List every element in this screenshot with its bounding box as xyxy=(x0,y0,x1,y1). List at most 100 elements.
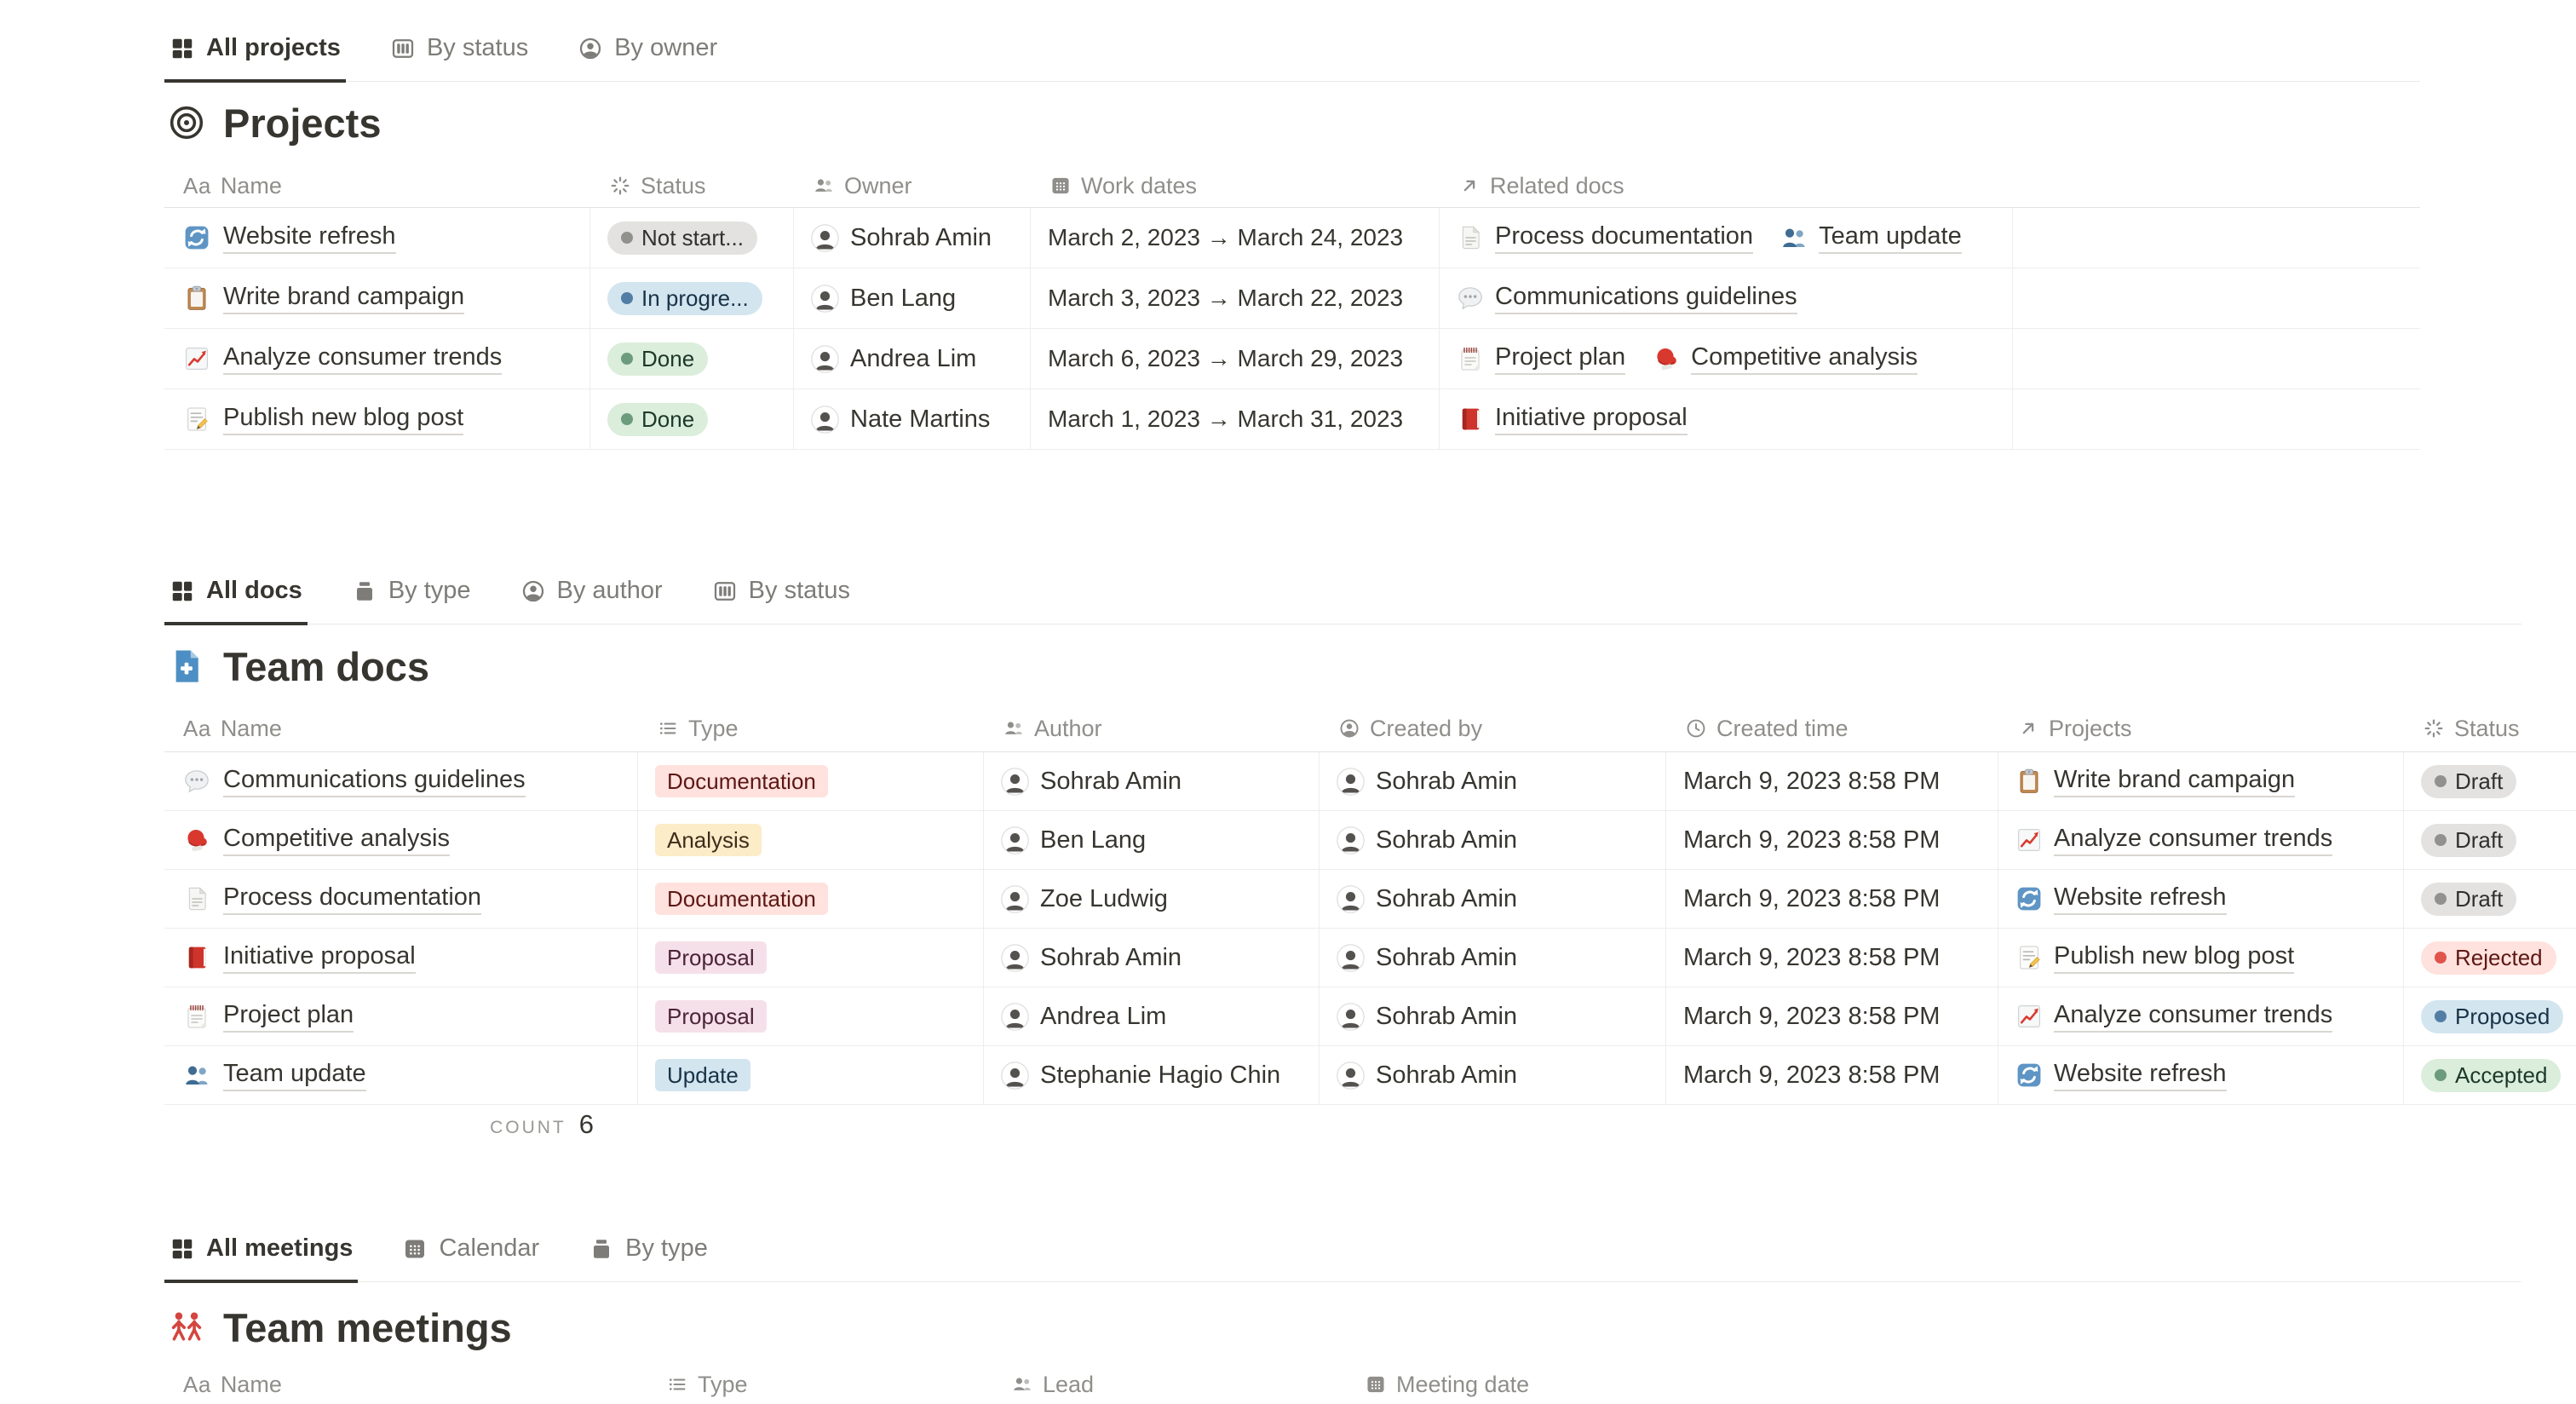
tab-label: All meetings xyxy=(206,1234,354,1262)
project-link[interactable]: Analyze consumer trends xyxy=(2054,1001,2333,1033)
owner-cell: Ben Lang xyxy=(794,268,1031,328)
author-cell: Ben Lang xyxy=(984,811,1320,869)
docs-table-header: Aa Name Type Author Created by Created ti… xyxy=(164,705,2576,752)
avatar xyxy=(1001,944,1029,972)
project-link[interactable]: Analyze consumer trends xyxy=(2054,825,2333,856)
section-title-text: Projects xyxy=(223,100,382,146)
tab-label: By type xyxy=(625,1234,708,1262)
related-doc-link[interactable]: Team update xyxy=(1819,222,1962,254)
grid-view-icon xyxy=(170,36,195,61)
project-name-link[interactable]: Publish new blog post xyxy=(223,404,464,435)
status-dot xyxy=(621,353,633,365)
project-link[interactable]: Website refresh xyxy=(2054,1060,2227,1091)
column-header-created-by[interactable]: Created by xyxy=(1320,705,1666,751)
grid-view-icon xyxy=(170,578,195,604)
related-doc-link[interactable]: Project plan xyxy=(1495,343,1626,375)
related-doc-link[interactable]: Process documentation xyxy=(1495,222,1754,254)
doc-status-cell: Rejected xyxy=(2404,929,2576,987)
doc-name-cell: Project plan xyxy=(164,987,638,1045)
created-time-cell: March 9, 2023 8:58 PM xyxy=(1666,752,1998,810)
project-link[interactable]: Publish new blog post xyxy=(2054,942,2295,974)
owner-cell: Nate Martins xyxy=(794,389,1031,449)
related-docs-cell: Project plan Competitive analysis xyxy=(1440,329,2013,388)
doc-name-link[interactable]: Team update xyxy=(223,1060,366,1091)
doc-name-cell: Competitive analysis xyxy=(164,811,638,869)
doc-status-cell: Draft xyxy=(2404,811,2576,869)
created-time-cell: March 9, 2023 8:58 PM xyxy=(1666,929,1998,987)
doc-status-cell: Accepted xyxy=(2404,1046,2576,1104)
memo-icon xyxy=(2015,944,2043,971)
type-tag[interactable]: Proposal xyxy=(655,941,767,974)
type-tag[interactable]: Documentation xyxy=(655,883,828,915)
tab-calendar[interactable]: Calendar xyxy=(397,1217,544,1283)
type-tag[interactable]: Update xyxy=(655,1059,750,1091)
project-name-link[interactable]: Website refresh xyxy=(223,222,396,254)
doc-status-pill[interactable]: Rejected xyxy=(2421,941,2556,975)
project-name-link[interactable]: Analyze consumer trends xyxy=(223,343,503,375)
column-header-owner[interactable]: Owner xyxy=(794,164,1031,207)
project-link[interactable]: Website refresh xyxy=(2054,883,2227,915)
column-header-type[interactable]: Type xyxy=(638,705,984,751)
count-aggregate[interactable]: COUNT 6 xyxy=(164,1109,638,1140)
project-name-cell: Write brand campaign xyxy=(164,268,590,328)
column-header-type[interactable]: Type xyxy=(647,1365,992,1404)
doc-name-link[interactable]: Initiative proposal xyxy=(223,942,416,974)
column-header-name[interactable]: Aa Name xyxy=(183,1371,282,1397)
project-link[interactable]: Write brand campaign xyxy=(2054,766,2296,797)
stack-view-icon xyxy=(589,1236,614,1262)
tab-all-meetings[interactable]: All meetings xyxy=(164,1217,359,1283)
column-header-work-dates[interactable]: Work dates xyxy=(1031,164,1440,207)
related-doc-link[interactable]: Competitive analysis xyxy=(1691,343,1918,375)
text-property-icon: Aa xyxy=(183,172,211,199)
projects-view-tabs: All projects By status By owner xyxy=(164,17,2420,83)
arrow-ne-icon xyxy=(2017,717,2039,739)
chart-increasing-icon xyxy=(2015,826,2043,854)
column-header-author[interactable]: Author xyxy=(984,705,1320,751)
tab-all-docs[interactable]: All docs xyxy=(164,560,308,625)
doc-status-pill[interactable]: Draft xyxy=(2421,764,2517,798)
status-dot xyxy=(621,292,633,304)
tab-meetings-by-type[interactable]: By type xyxy=(584,1217,713,1283)
author-cell: Zoe Ludwig xyxy=(984,870,1320,928)
tab-all-projects[interactable]: All projects xyxy=(164,17,346,83)
type-tag[interactable]: Documentation xyxy=(655,765,828,797)
related-doc-link[interactable]: Communications guidelines xyxy=(1495,283,1797,314)
doc-name-link[interactable]: Communications guidelines xyxy=(223,766,526,797)
doc-status-pill[interactable]: Accepted xyxy=(2421,1058,2562,1092)
tab-docs-by-status[interactable]: By status xyxy=(707,560,855,625)
column-header-related-docs[interactable]: Related docs xyxy=(1440,164,2013,207)
doc-name-link[interactable]: Process documentation xyxy=(223,883,482,915)
type-tag[interactable]: Analysis xyxy=(655,824,762,856)
red-book-icon xyxy=(183,944,210,971)
status-pill[interactable]: In progre... xyxy=(607,281,762,315)
doc-name-link[interactable]: Project plan xyxy=(223,1001,354,1033)
column-header-created-time[interactable]: Created time xyxy=(1666,705,1998,751)
status-pill[interactable]: Done xyxy=(607,342,709,376)
column-header-name[interactable]: Aa Name xyxy=(183,715,282,741)
project-name-link[interactable]: Write brand campaign xyxy=(223,283,465,314)
tab-by-type[interactable]: By type xyxy=(347,560,476,625)
empty-cell xyxy=(2013,329,2420,388)
doc-name-link[interactable]: Competitive analysis xyxy=(223,825,450,856)
tab-by-author[interactable]: By author xyxy=(515,560,668,625)
avatar xyxy=(811,224,839,252)
doc-status-pill[interactable]: Proposed xyxy=(2421,999,2564,1033)
column-header-name[interactable]: Aa Name xyxy=(183,172,282,199)
tab-by-status[interactable]: By status xyxy=(385,17,533,83)
table-row: Initiative proposal Proposal Sohrab Amin… xyxy=(164,929,2576,987)
column-header-status[interactable]: Status xyxy=(590,164,794,207)
column-header-projects[interactable]: Projects xyxy=(1998,705,2404,751)
speech-balloon-icon xyxy=(183,768,210,795)
type-tag[interactable]: Proposal xyxy=(655,1000,767,1033)
column-header-meeting-date[interactable]: Meeting date xyxy=(1346,1365,1738,1404)
doc-status-pill[interactable]: Draft xyxy=(2421,823,2517,857)
status-pill[interactable]: Not start... xyxy=(607,221,757,255)
author-cell: Andrea Lim xyxy=(984,987,1320,1045)
column-header-lead[interactable]: Lead xyxy=(992,1365,1346,1404)
related-doc-link[interactable]: Initiative proposal xyxy=(1495,404,1688,435)
status-pill[interactable]: Done xyxy=(607,402,709,436)
column-header-status[interactable]: Status xyxy=(2404,705,2576,751)
doc-status-pill[interactable]: Draft xyxy=(2421,882,2517,916)
tab-by-owner[interactable]: By owner xyxy=(572,17,722,83)
board-view-icon xyxy=(390,36,416,61)
